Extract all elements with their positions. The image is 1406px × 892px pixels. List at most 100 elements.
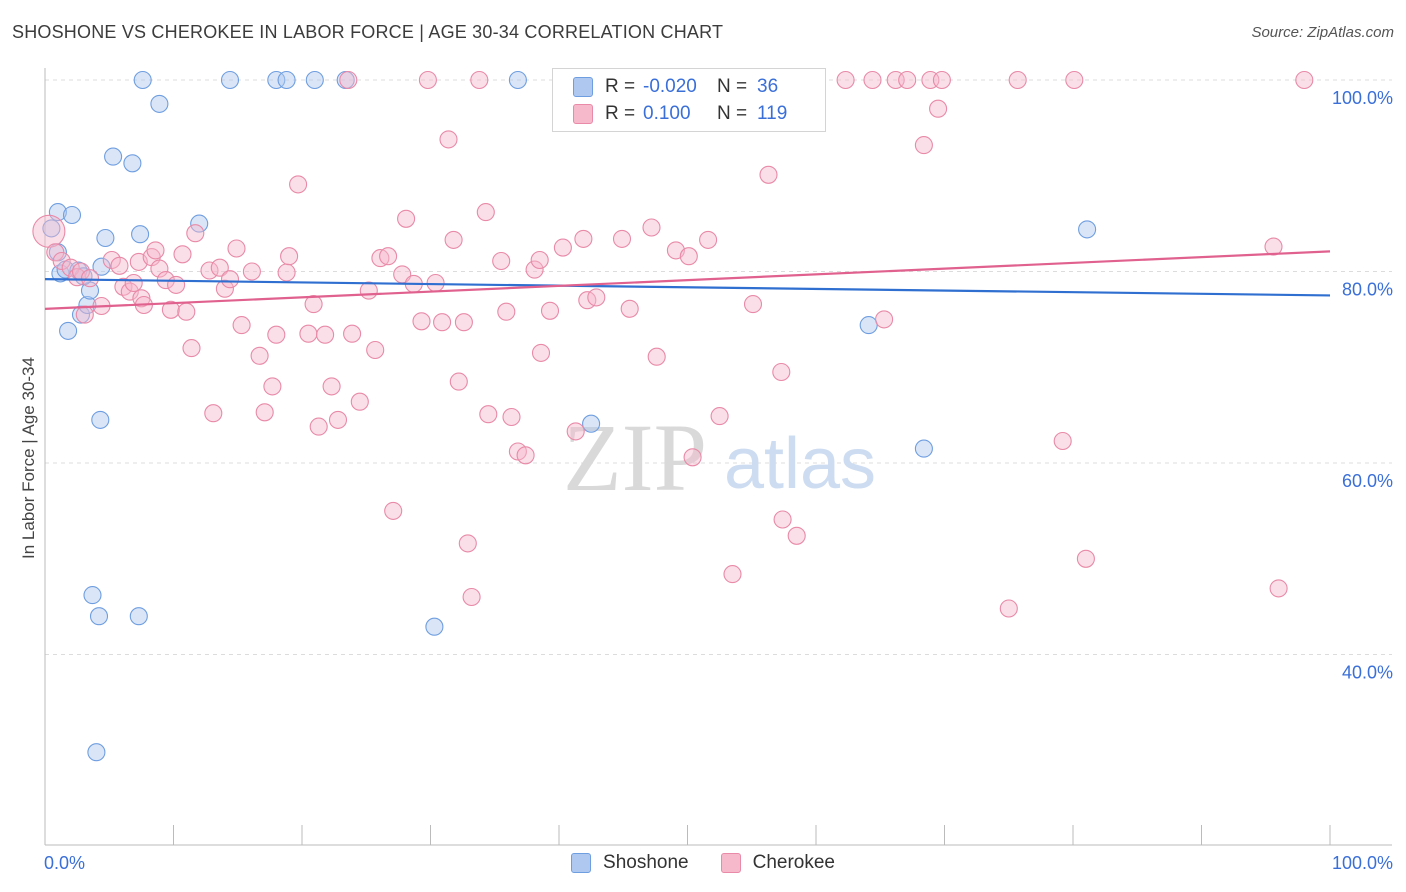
point-cherokee [1264, 237, 1283, 256]
point-cherokee [932, 70, 951, 90]
point-cherokee [553, 238, 572, 257]
point-shoshone [305, 70, 324, 90]
point-cherokee [322, 377, 341, 396]
point-cherokee [439, 130, 458, 149]
point-cherokee [1053, 431, 1072, 451]
watermark-atlas: atlas [724, 424, 876, 504]
point-shoshone [425, 617, 444, 636]
point-shoshone [83, 586, 102, 605]
point-cherokee [242, 262, 261, 281]
point-cherokee [898, 70, 917, 90]
x-tick-label: 100.0% [1332, 853, 1393, 873]
point-cherokee [699, 230, 718, 249]
point-shoshone [582, 414, 601, 433]
point-cherokee [1295, 70, 1314, 90]
chart-title: SHOSHONE VS CHEROKEE IN LABOR FORCE | AG… [12, 22, 724, 42]
point-cherokee [182, 339, 201, 358]
point-cherokee [444, 230, 463, 249]
point-cherokee [397, 209, 416, 228]
point-cherokee [339, 70, 358, 90]
point-cherokee [304, 295, 323, 314]
point-cherokee [620, 299, 639, 318]
point-cherokee [309, 417, 328, 436]
y-tick-label: 100.0% [1332, 88, 1393, 108]
point-shoshone [133, 70, 152, 90]
legend-r-label: R = [605, 103, 636, 124]
point-shoshone [92, 257, 111, 276]
trendline-shoshone [44, 278, 1331, 297]
point-cherokee [772, 362, 791, 382]
point-cherokee [359, 281, 378, 300]
legend-r-label: R = [605, 76, 636, 97]
point-shoshone [42, 219, 61, 238]
point-cherokee [161, 300, 180, 319]
point-cherokee [150, 259, 169, 278]
watermark-zip: ZIP [563, 404, 707, 511]
point-shoshone [104, 147, 123, 166]
legend-row-shoshone: R = -0.020 N = 36 [573, 75, 778, 99]
trend-lines [44, 250, 1331, 310]
point-shoshone [131, 225, 150, 244]
y-tick-label: 80.0% [1342, 280, 1393, 300]
axes [44, 68, 1392, 846]
point-cherokee [476, 203, 495, 222]
point-cherokee [502, 407, 521, 427]
grid-lines [45, 79, 1392, 655]
point-shoshone [123, 154, 142, 173]
point-cherokee [52, 251, 71, 271]
point-cherokee [875, 310, 894, 329]
point-cherokee [371, 249, 390, 268]
point-cherokee [280, 247, 299, 266]
point-cherokee [647, 347, 666, 366]
legend-swatch-shoshone [573, 77, 593, 97]
point-cherokee [433, 313, 452, 332]
legend-swatch-cherokee [573, 104, 593, 124]
point-cherokee [531, 343, 551, 362]
series-cherokee [32, 70, 1314, 618]
point-cherokee [759, 165, 778, 184]
point-cherokee [343, 324, 362, 343]
point-shoshone [96, 228, 115, 248]
point-cherokee [914, 136, 933, 155]
trendline-cherokee [44, 250, 1331, 310]
point-cherokee [227, 239, 246, 258]
correlation-legend: R = -0.020 N = 36 R = 0.100 N = 119 [552, 68, 826, 132]
legend-r-value: 0.100 [643, 103, 691, 124]
tick-labels: 40.0% 60.0% 80.0% 100.0% 0.0% 100.0% [44, 88, 1393, 873]
point-shoshone [59, 321, 78, 340]
point-cherokee [929, 99, 948, 118]
legend-n-label: N = [717, 76, 748, 97]
point-cherokee [250, 346, 269, 365]
point-cherokee [61, 258, 80, 277]
point-cherokee [173, 245, 192, 264]
point-cherokee [80, 269, 100, 288]
point-cherokee [1065, 70, 1084, 90]
point-cherokee [267, 325, 286, 344]
point-cherokee [683, 448, 702, 467]
legend-r-value: -0.020 [643, 76, 697, 97]
y-tick-label: 40.0% [1342, 663, 1393, 683]
point-cherokee [384, 501, 403, 520]
point-cherokee [366, 340, 385, 360]
point-cherokee [566, 422, 585, 441]
point-cherokee [612, 229, 632, 248]
point-cherokee [574, 229, 593, 248]
point-cherokee [1076, 549, 1095, 568]
point-cherokee [710, 407, 729, 426]
legend-label-shoshone: Shoshone [603, 852, 689, 873]
point-cherokee [1008, 70, 1027, 90]
data-points [32, 70, 1314, 762]
point-cherokee [999, 599, 1018, 618]
point-cherokee [350, 392, 369, 411]
point-cherokee [200, 261, 219, 280]
point-cherokee [516, 446, 535, 465]
legend-item-cherokee[interactable]: Cherokee [720, 852, 835, 874]
source-attribution: Source: ZipAtlas.com [1251, 24, 1394, 41]
point-cherokee [723, 565, 742, 584]
legend-item-shoshone[interactable]: Shoshone [571, 852, 689, 874]
point-cherokee [863, 70, 882, 90]
point-cherokee [642, 218, 661, 237]
point-cherokee [110, 256, 129, 275]
point-cherokee [587, 288, 606, 307]
point-shoshone [859, 316, 878, 335]
